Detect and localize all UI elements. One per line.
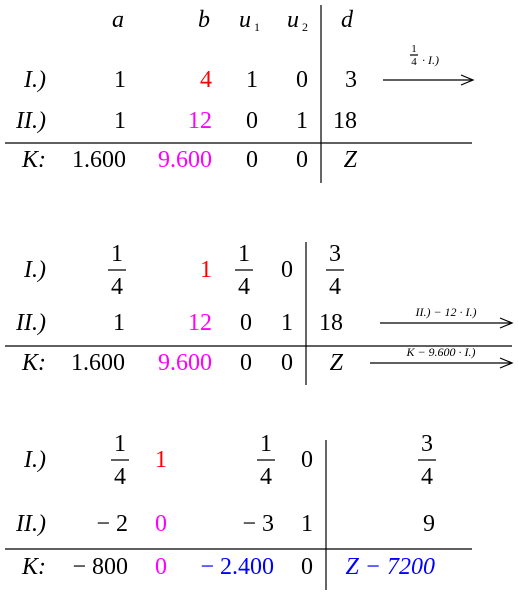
cell-value: 1 bbox=[281, 310, 293, 336]
cell-value: 1.600 bbox=[72, 147, 126, 173]
cell-value: 1 bbox=[155, 447, 167, 473]
column-header: u bbox=[239, 7, 251, 33]
cell-value: − 800 bbox=[72, 554, 128, 580]
fraction-numerator: 3 bbox=[329, 241, 341, 267]
arrow-label: · I.) bbox=[422, 53, 439, 67]
row-label: K: bbox=[21, 554, 46, 580]
cell-value: Z − 7200 bbox=[345, 554, 435, 580]
cell-value: 12 bbox=[188, 310, 212, 336]
cell-value: 0 bbox=[155, 554, 167, 580]
arrow-head bbox=[499, 317, 514, 329]
cell-value: 4 bbox=[200, 67, 212, 93]
cell-value: − 2.400 bbox=[200, 554, 274, 580]
arrow-head bbox=[460, 74, 475, 86]
cell-value: 0 bbox=[301, 447, 313, 473]
cell-value: 0 bbox=[281, 257, 293, 283]
cell-value: 0 bbox=[296, 147, 308, 173]
cell-value: 0 bbox=[155, 511, 167, 537]
cell-value: 0 bbox=[246, 147, 258, 173]
row-label: II.) bbox=[15, 108, 46, 134]
cell-value: − 3 bbox=[242, 511, 274, 537]
cell-value: 1 bbox=[246, 67, 258, 93]
cell-value: 0 bbox=[240, 350, 252, 376]
cell-value: 1 bbox=[301, 511, 313, 537]
column-header: b bbox=[198, 7, 210, 33]
cell-value: 9 bbox=[423, 511, 435, 537]
column-header: d bbox=[341, 7, 354, 33]
fraction-denominator: 4 bbox=[238, 274, 250, 300]
row-label: K: bbox=[21, 147, 46, 173]
cell-value: 1 bbox=[113, 310, 125, 336]
cell-value: 1 bbox=[296, 108, 308, 134]
fraction-denominator: 4 bbox=[114, 464, 126, 490]
cell-value: 0 bbox=[240, 310, 252, 336]
fraction-denominator: 4 bbox=[111, 274, 123, 300]
column-header: u bbox=[287, 7, 299, 33]
column-header-subscript: 2 bbox=[302, 20, 308, 34]
arrow-fraction-numerator: 1 bbox=[411, 43, 417, 55]
row-label: I.) bbox=[23, 447, 46, 473]
fraction-numerator: 1 bbox=[114, 431, 126, 457]
cell-value: 1.600 bbox=[71, 350, 125, 376]
fraction-numerator: 1 bbox=[260, 431, 272, 457]
cell-value: 18 bbox=[333, 108, 357, 134]
cell-value: 0 bbox=[296, 67, 308, 93]
cell-value: Z bbox=[330, 350, 344, 376]
arrow-fraction-denominator: 4 bbox=[411, 56, 417, 68]
cell-value: − 2 bbox=[96, 511, 128, 537]
fraction-numerator: 3 bbox=[421, 431, 433, 457]
row-label: K: bbox=[21, 350, 46, 376]
cell-value: 12 bbox=[188, 108, 212, 134]
cell-value: 0 bbox=[281, 350, 293, 376]
column-header: a bbox=[112, 7, 124, 33]
cell-value: 1 bbox=[200, 257, 212, 283]
cell-value: Z bbox=[344, 147, 358, 173]
row-label: I.) bbox=[23, 67, 46, 93]
cell-value: 3 bbox=[345, 67, 357, 93]
arrow-label: K − 9.600 · I.) bbox=[405, 345, 475, 359]
cell-value: 0 bbox=[246, 108, 258, 134]
cell-value: 9.600 bbox=[158, 147, 212, 173]
cell-value: 9.600 bbox=[158, 350, 212, 376]
fraction-denominator: 4 bbox=[260, 464, 272, 490]
row-label: II.) bbox=[15, 310, 46, 336]
cell-value: 1 bbox=[114, 108, 126, 134]
column-header-subscript: 1 bbox=[254, 20, 260, 34]
arrow-head bbox=[499, 357, 514, 369]
fraction-numerator: 1 bbox=[111, 241, 123, 267]
cell-value: 1 bbox=[114, 67, 126, 93]
cell-value: 18 bbox=[319, 310, 343, 336]
row-label: I.) bbox=[23, 257, 46, 283]
arrow-label: II.) − 12 · I.) bbox=[414, 305, 476, 319]
fraction-numerator: 1 bbox=[238, 241, 250, 267]
row-label: II.) bbox=[15, 511, 46, 537]
fraction-denominator: 4 bbox=[329, 274, 341, 300]
cell-value: 0 bbox=[301, 554, 313, 580]
fraction-denominator: 4 bbox=[421, 464, 433, 490]
